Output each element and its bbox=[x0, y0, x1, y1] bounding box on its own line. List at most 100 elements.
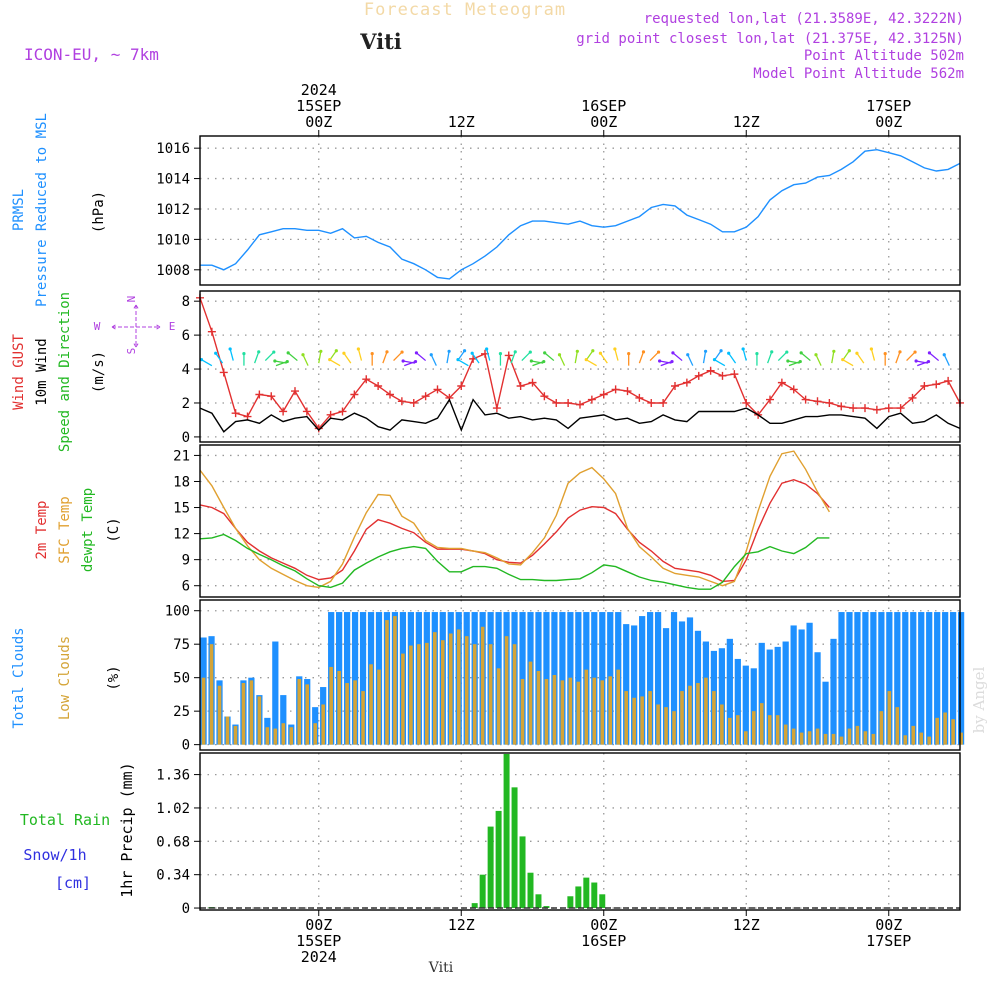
wind-direction-arrow bbox=[357, 348, 363, 361]
wind-arrow-head bbox=[542, 359, 546, 364]
wind-arrow-head bbox=[799, 351, 803, 355]
clouds-bar bbox=[536, 670, 541, 745]
y-tick-label: 75 bbox=[173, 637, 190, 653]
y-tick-label: 25 bbox=[173, 704, 190, 720]
gust-point-marker bbox=[849, 404, 858, 413]
clouds-bar bbox=[560, 680, 565, 745]
clouds-bar bbox=[870, 612, 877, 745]
y-tick-label: 0 bbox=[182, 430, 190, 446]
clouds-bar bbox=[894, 612, 901, 745]
clouds-bar bbox=[814, 652, 821, 745]
wind-direction-arrow bbox=[687, 354, 694, 366]
gust-point-marker bbox=[682, 378, 691, 387]
time-label-top: 15SEP bbox=[296, 97, 341, 115]
wind-direction-arrow bbox=[264, 351, 275, 362]
clouds-bar bbox=[736, 715, 740, 745]
wind-direction-arrow bbox=[343, 352, 352, 364]
compass-rose: W E N S bbox=[94, 296, 176, 355]
wind-arrow-head bbox=[429, 353, 433, 357]
clouds-bar bbox=[241, 683, 246, 745]
gust-point-marker bbox=[801, 395, 810, 404]
clouds-bar bbox=[623, 624, 630, 745]
clouds-bar bbox=[305, 684, 310, 745]
wind-arrow-head bbox=[627, 352, 631, 356]
time-label-top: 16SEP bbox=[581, 97, 626, 115]
clouds-bar bbox=[616, 669, 621, 745]
precip-snow-label: Snow/1h bbox=[23, 846, 86, 864]
gust-point-marker bbox=[397, 397, 406, 406]
wind-direction-arrow bbox=[800, 352, 811, 362]
clouds-bar bbox=[632, 697, 636, 745]
gust-point-marker bbox=[540, 392, 549, 401]
y-tick-label: 0 bbox=[182, 738, 190, 754]
wind-direction-arrow bbox=[842, 359, 854, 367]
clouds-bar bbox=[496, 668, 501, 745]
compass-west: W bbox=[94, 320, 101, 333]
wind-direction-arrow bbox=[558, 354, 566, 366]
clouds-bar bbox=[688, 685, 692, 745]
clouds-low-label: Low Clouds bbox=[57, 636, 73, 720]
clouds-bar bbox=[935, 717, 939, 745]
clouds-bar bbox=[353, 680, 357, 745]
clouds-bar bbox=[647, 612, 654, 745]
gust-point-marker bbox=[671, 382, 679, 391]
clouds-bar bbox=[289, 727, 294, 745]
clouds-bar bbox=[744, 731, 748, 745]
wind-arrow-head bbox=[242, 352, 246, 356]
wind-direction-arrow bbox=[672, 352, 683, 362]
clouds-bar bbox=[847, 728, 852, 745]
precipitation-bar bbox=[599, 894, 606, 909]
clouds-bar bbox=[823, 733, 828, 745]
wind-arrow-head bbox=[273, 359, 277, 363]
requested-coords: requested lon,lat (21.3589E, 42.3222N) bbox=[644, 11, 964, 27]
wind-arrow-head bbox=[370, 352, 374, 356]
wind-direction-arrow bbox=[767, 351, 773, 364]
wind-direction-arrow bbox=[614, 348, 619, 361]
wind-arrow-head bbox=[413, 359, 418, 364]
gust-point-marker bbox=[813, 397, 822, 406]
clouds-bar bbox=[272, 641, 279, 745]
gust-point-marker bbox=[611, 385, 620, 394]
wind-arrow-head bbox=[927, 351, 932, 355]
clouds-bar bbox=[863, 731, 868, 745]
gust-point-marker bbox=[932, 380, 941, 389]
wind-arrow-head bbox=[485, 347, 489, 351]
gust-point-marker bbox=[231, 409, 240, 418]
clouds-bar bbox=[799, 732, 804, 745]
clouds-bar bbox=[608, 676, 613, 745]
clouds-bar bbox=[576, 681, 581, 745]
y-tick-label: 1010 bbox=[156, 232, 190, 248]
wind-arrow-head bbox=[342, 351, 346, 355]
wind-series-line bbox=[199, 297, 961, 430]
gust-point-marker bbox=[492, 404, 501, 413]
y-tick-label: 1016 bbox=[156, 141, 190, 157]
time-label-bottom: 00Z bbox=[305, 916, 332, 934]
wind-arrow-head bbox=[671, 351, 675, 355]
time-label-bottom: 12Z bbox=[448, 916, 475, 934]
clouds-bar bbox=[313, 723, 317, 745]
panel-clouds: 0 25 50 75 100 bbox=[165, 599, 965, 754]
clouds-bar bbox=[680, 691, 684, 745]
wind-direction-arrow bbox=[815, 354, 822, 366]
temperature-series-line bbox=[199, 478, 830, 583]
wind-arrow-head bbox=[719, 349, 723, 353]
wind-direction-arrow bbox=[574, 351, 578, 364]
gust-point-marker bbox=[837, 402, 846, 411]
wind-arrow-head bbox=[755, 352, 759, 356]
wind-direction-arrow bbox=[274, 360, 287, 364]
gust-point-marker bbox=[576, 400, 584, 409]
clouds-bar bbox=[409, 645, 413, 745]
gust-point-marker bbox=[872, 405, 881, 414]
wind-arrow-head bbox=[414, 351, 419, 355]
wind-direction-arrow bbox=[714, 359, 726, 367]
clouds-bar bbox=[280, 695, 287, 745]
wind-direction-arrow bbox=[702, 351, 707, 364]
clouds-bar bbox=[767, 715, 772, 745]
wind-arrow-head bbox=[741, 347, 745, 351]
gust-point-marker bbox=[789, 385, 798, 394]
wind-direction-arrow bbox=[787, 360, 800, 364]
wind-arrow-head bbox=[319, 349, 323, 353]
wind-arrow-head bbox=[841, 358, 845, 362]
y-tick-label: 1014 bbox=[156, 172, 190, 188]
